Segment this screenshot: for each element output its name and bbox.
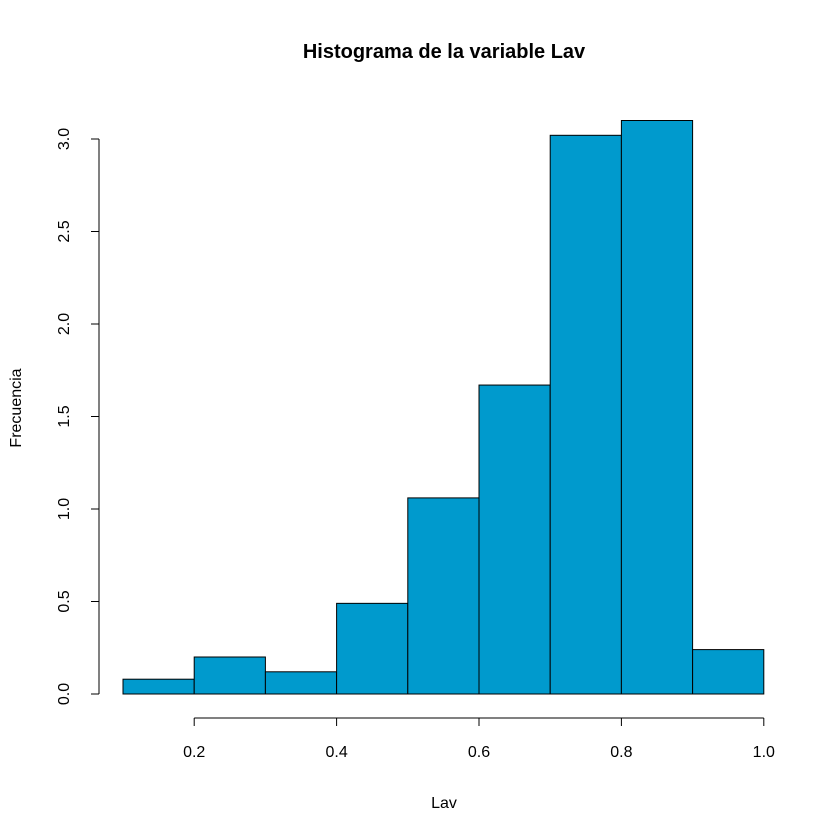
histogram-bar-8 [620, 120, 694, 695]
histogram-bar-6 [478, 384, 551, 695]
chart-title: Histograma de la variable Lav [303, 41, 586, 63]
y-tick-label-5: 2.0 [56, 313, 73, 335]
y-tick-label-7: 3.0 [56, 128, 73, 150]
histogram-bar-9 [692, 649, 765, 695]
y-tick-label-6: 2.5 [56, 220, 73, 242]
x-tick-label-4: 0.8 [610, 744, 632, 761]
y-tick-label-3: 1.0 [56, 498, 73, 520]
histogram-bar-7 [549, 134, 622, 695]
x-tick-label-1: 0.2 [183, 744, 205, 761]
x-tick-label-3: 0.6 [468, 744, 490, 761]
histogram-bar-4 [336, 602, 409, 695]
y-tick-label-4: 1.5 [56, 405, 73, 427]
y-tick-label-2: 0.5 [56, 590, 73, 612]
y-axis: 0.0 0.5 1.0 1.5 2.0 2.5 3.0 [56, 128, 100, 705]
histogram-bar-2 [193, 656, 266, 695]
x-axis: 0.2 0.4 0.6 0.8 1.0 [183, 717, 775, 761]
y-axis-label: Frecuencia [8, 368, 25, 447]
x-tick-label-5: 1.0 [753, 744, 775, 761]
histogram-bar-5 [407, 497, 480, 695]
histogram-bar-1 [122, 678, 195, 695]
y-tick-label-1: 0.0 [56, 683, 73, 705]
histogram-bar-3 [264, 671, 338, 695]
x-tick-label-2: 0.4 [325, 744, 347, 761]
x-axis-label: Lav [431, 795, 457, 812]
bars-group [122, 120, 765, 695]
